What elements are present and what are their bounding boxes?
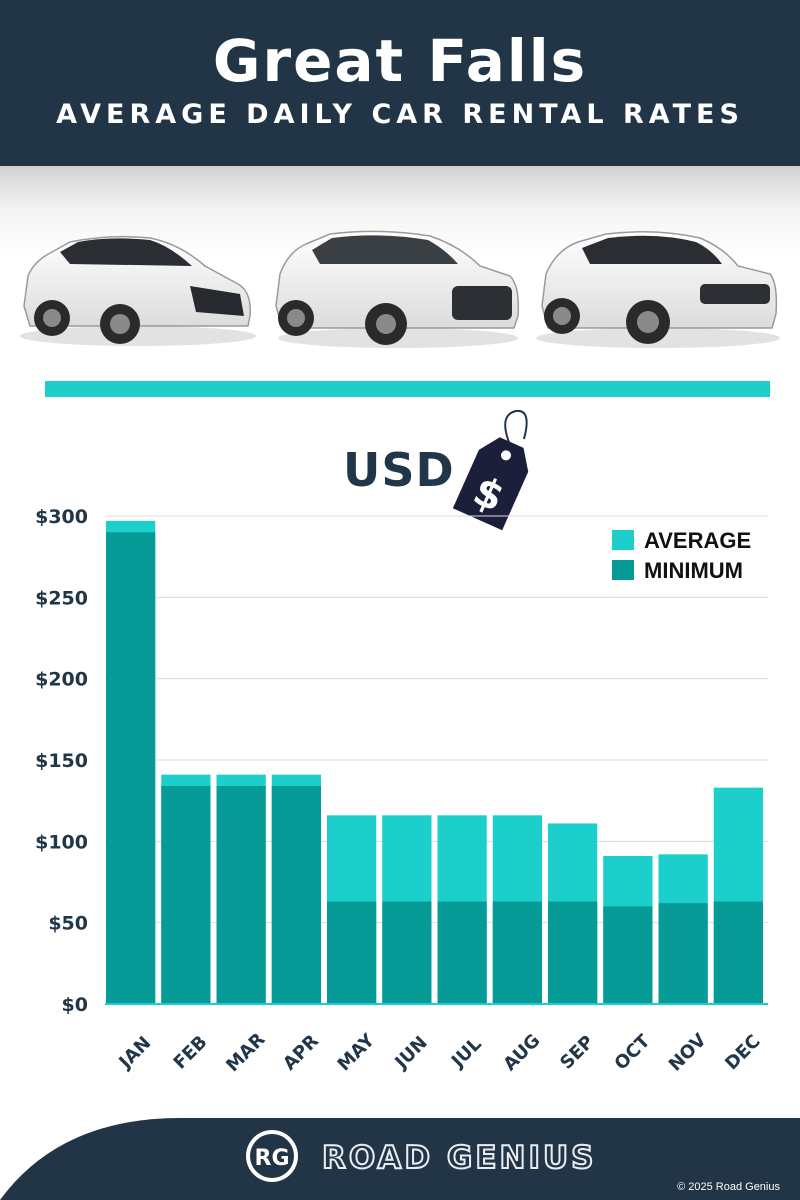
x-tick-label: MAY	[334, 1029, 380, 1075]
x-tick-label: JUN	[390, 1032, 432, 1074]
y-tick-label: $150	[35, 750, 88, 772]
footer-banner: RG	[0, 1118, 800, 1200]
x-tick-label: DEC	[721, 1031, 764, 1074]
bar-minimum-jun	[382, 901, 432, 1004]
copyright-text: © 2025 Road Genius	[677, 1181, 780, 1193]
bar-minimum-aug	[492, 901, 542, 1004]
legend-swatch-average	[612, 530, 634, 550]
x-tick-label: MAR	[222, 1029, 269, 1076]
bar-minimum-dec	[713, 901, 763, 1004]
logo-initials: RG	[255, 1146, 290, 1171]
legend-swatch-minimum	[612, 560, 634, 580]
hatchback-car-image	[20, 235, 256, 346]
header-banner: Great Falls AVERAGE DAILY CAR RENTAL RAT…	[0, 0, 800, 166]
brand-name: ROAD GENIUS	[321, 1139, 597, 1177]
price-tag-icon: $	[452, 409, 529, 531]
x-tick-label: APR	[279, 1031, 323, 1075]
y-tick-label: $100	[35, 831, 88, 853]
y-tick-label: $200	[35, 669, 88, 691]
x-tick-label: SEP	[556, 1032, 598, 1074]
bar-minimum-may	[327, 901, 377, 1004]
bar-minimum-apr	[271, 786, 321, 1004]
suv-car-image	[275, 230, 520, 348]
y-tick-label: $250	[35, 587, 88, 609]
bar-minimum-jul	[437, 901, 487, 1004]
bar-minimum-sep	[548, 901, 598, 1004]
x-tick-label: AUG	[499, 1030, 544, 1075]
bar-minimum-feb	[161, 786, 211, 1004]
x-tick-label: JAN	[114, 1033, 156, 1075]
currency-label: USD	[343, 443, 455, 497]
bar-minimum-mar	[216, 786, 266, 1004]
x-tick-label: JUL	[446, 1034, 485, 1073]
x-tick-label: FEB	[170, 1032, 212, 1074]
page-subtitle: AVERAGE DAILY CAR RENTAL RATES	[56, 99, 744, 130]
y-tick-label: $300	[35, 506, 88, 528]
legend-label-average: AVERAGE	[644, 528, 751, 553]
cars-illustration	[20, 230, 780, 348]
y-tick-label: $0	[62, 994, 88, 1016]
bar-minimum-jan	[106, 532, 156, 1004]
luxury-suv-car-image	[536, 231, 780, 348]
bar-minimum-nov	[658, 903, 708, 1004]
legend-label-minimum: MINIMUM	[644, 558, 743, 583]
bar-minimum-oct	[603, 906, 653, 1004]
x-tick-label: OCT	[611, 1030, 655, 1074]
x-tick-label: NOV	[665, 1030, 711, 1076]
accent-divider	[45, 381, 770, 397]
rental-rates-chart: $0 $50 $100 $150 $200 $250 $300 JAN FEB MAR APR MAY…	[35, 506, 768, 1076]
page-title: Great Falls	[212, 27, 588, 95]
y-tick-label: $50	[48, 913, 88, 935]
